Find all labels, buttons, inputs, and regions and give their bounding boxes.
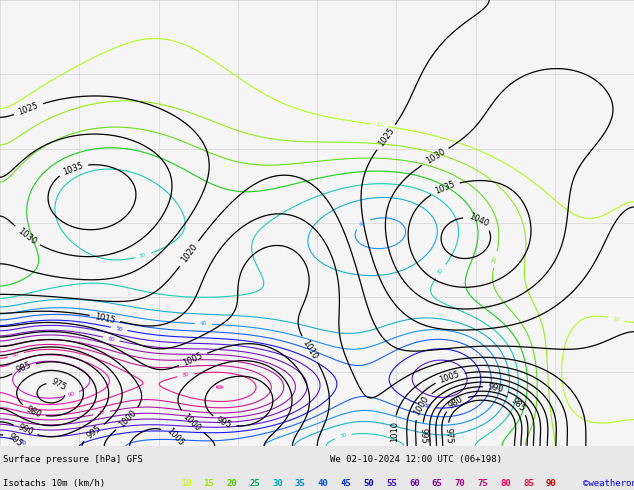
Text: 60: 60 (409, 479, 420, 488)
Text: 20: 20 (226, 479, 237, 488)
Text: 10: 10 (612, 316, 621, 322)
Text: 975: 975 (443, 427, 453, 443)
Text: 985: 985 (509, 395, 527, 413)
Text: 1020: 1020 (179, 243, 199, 265)
Text: 80: 80 (182, 372, 190, 378)
Text: 995: 995 (215, 416, 233, 430)
Text: 995: 995 (6, 431, 24, 448)
Text: 85: 85 (523, 479, 534, 488)
Text: 1000: 1000 (181, 412, 202, 433)
Text: 1000: 1000 (117, 409, 138, 430)
Text: 50: 50 (18, 439, 27, 447)
Text: 1005: 1005 (164, 426, 185, 448)
Text: 80: 80 (11, 351, 20, 358)
Text: ©weatheronline.co.uk: ©weatheronline.co.uk (583, 479, 634, 488)
Text: 50: 50 (363, 479, 374, 488)
Text: Isotachs 10m (km/h): Isotachs 10m (km/h) (3, 479, 105, 488)
Text: 70: 70 (455, 479, 465, 488)
Text: 1005: 1005 (182, 351, 205, 368)
Text: 1040: 1040 (467, 212, 489, 228)
Text: 60: 60 (107, 336, 115, 342)
Text: 25: 25 (249, 479, 260, 488)
Text: 30: 30 (139, 252, 147, 259)
Text: 20: 20 (492, 255, 499, 264)
Text: 10: 10 (181, 479, 191, 488)
Text: 50: 50 (115, 326, 123, 332)
Text: 40: 40 (200, 321, 207, 326)
Text: 1005: 1005 (438, 369, 461, 385)
Text: 70: 70 (98, 410, 106, 416)
Text: 995: 995 (418, 427, 428, 443)
Text: 1010: 1010 (390, 420, 399, 441)
Text: 1010: 1010 (301, 338, 319, 361)
Text: 1030: 1030 (16, 226, 38, 246)
Text: 990: 990 (487, 382, 505, 394)
Text: 1015: 1015 (94, 312, 116, 325)
Text: Surface pressure [hPa] GFS: Surface pressure [hPa] GFS (3, 455, 143, 464)
Text: 1025: 1025 (376, 126, 396, 148)
Text: 90: 90 (546, 479, 557, 488)
Text: 1000: 1000 (412, 394, 431, 417)
Text: 995: 995 (85, 424, 103, 441)
Text: 30: 30 (437, 267, 445, 276)
Text: 35: 35 (295, 479, 306, 488)
Text: 55: 55 (386, 479, 397, 488)
Text: 990: 990 (16, 423, 34, 438)
Text: 80: 80 (500, 479, 511, 488)
Text: 1035: 1035 (434, 179, 456, 196)
Text: 1035: 1035 (61, 161, 84, 176)
Text: 30: 30 (272, 479, 283, 488)
Text: 980: 980 (447, 394, 465, 411)
Text: We 02-10-2024 12:00 UTC (06+198): We 02-10-2024 12:00 UTC (06+198) (330, 455, 501, 464)
Text: 1030: 1030 (424, 147, 447, 166)
Text: 45: 45 (340, 479, 351, 488)
Text: 90: 90 (67, 391, 75, 398)
Text: 75: 75 (477, 479, 488, 488)
Text: 40: 40 (358, 220, 367, 228)
Text: 40: 40 (318, 479, 328, 488)
Text: 10: 10 (375, 122, 384, 128)
Text: 980: 980 (24, 405, 42, 419)
Text: 50: 50 (424, 403, 431, 410)
Text: 15: 15 (204, 479, 214, 488)
Text: 985: 985 (15, 361, 33, 375)
Text: 1025: 1025 (17, 101, 40, 117)
Text: 30: 30 (339, 433, 347, 440)
Text: 65: 65 (432, 479, 443, 488)
Text: 975: 975 (50, 377, 68, 392)
